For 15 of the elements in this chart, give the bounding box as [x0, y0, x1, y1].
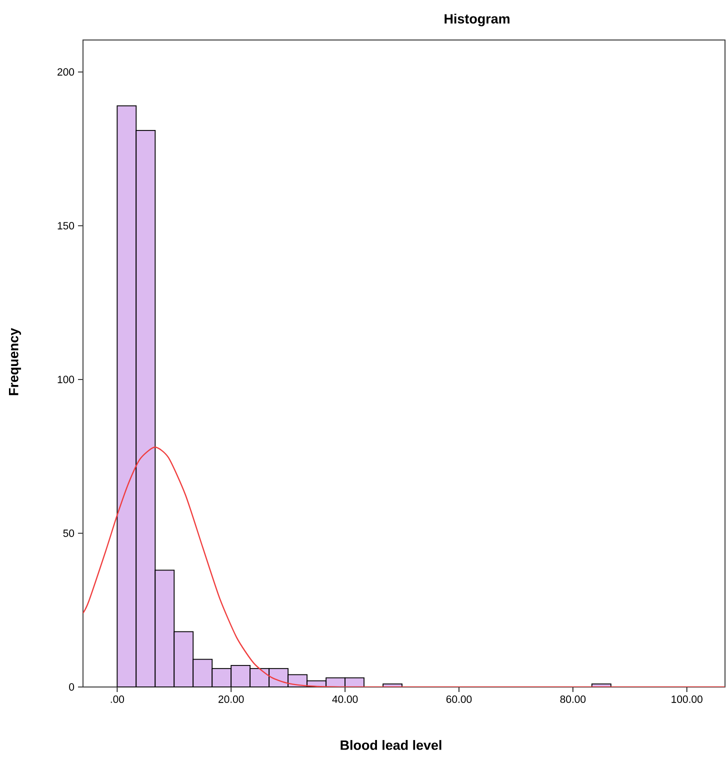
x-tick-label: 60.00 [446, 696, 472, 703]
y-tick-label: 150 [58, 222, 74, 230]
x-axis-title: Blood lead level [340, 740, 442, 750]
x-tick-label: 80.00 [560, 696, 586, 703]
line-series [83, 446, 726, 687]
x-tick-label: .00 [110, 696, 124, 703]
x-tick-label: 40.00 [332, 696, 358, 703]
y-tick-label: 50 [63, 530, 74, 537]
y-tick-label: 200 [58, 68, 74, 76]
x-tick-label: 100.00 [672, 696, 702, 703]
y-axis-title: Frequency [8, 328, 22, 396]
chart-title: Histogram [444, 14, 510, 26]
y-tick-label: 0 [69, 683, 74, 691]
y-tick-label: 100 [58, 376, 74, 384]
x-tick-label: 20.00 [218, 696, 244, 703]
